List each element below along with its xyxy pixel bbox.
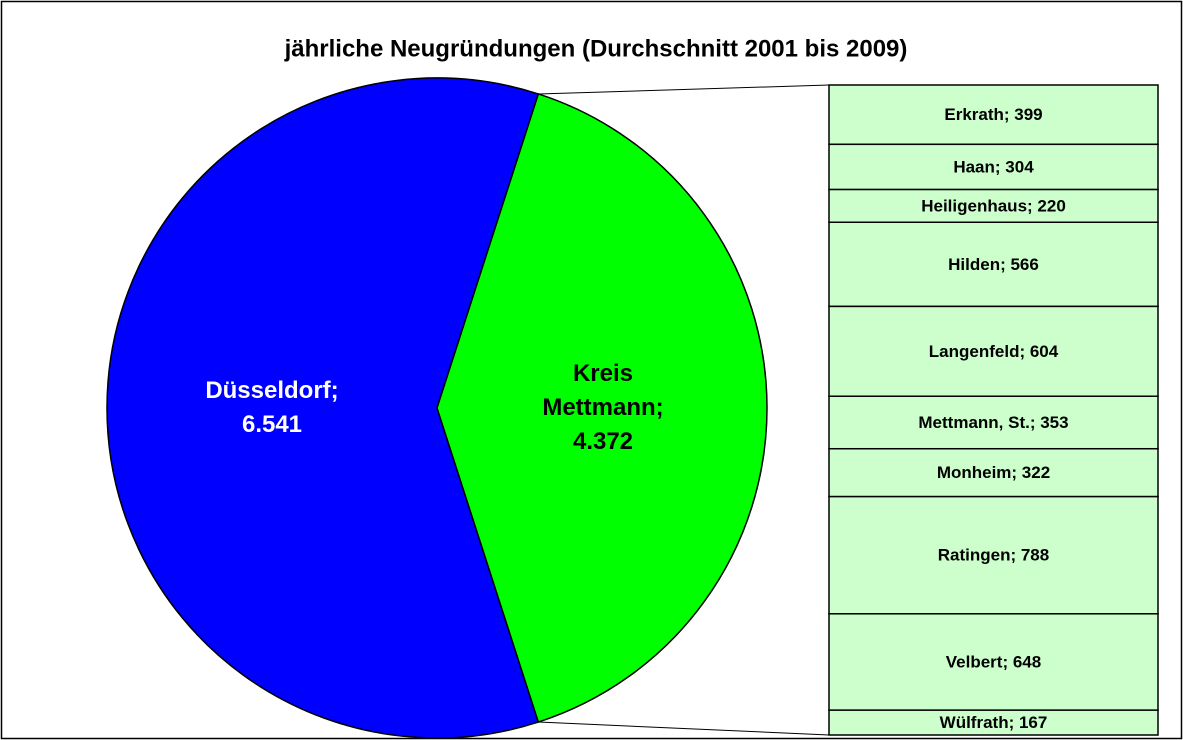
pie-slice: [436, 93, 768, 723]
bar-label: Mettmann, St.; 353: [918, 413, 1068, 432]
bar-label: Langenfeld; 604: [929, 342, 1059, 361]
bar-label: Hilden; 566: [948, 255, 1039, 274]
bar-label: Heiligenhaus; 220: [921, 196, 1066, 215]
connector-line: [538, 84, 830, 95]
bar-segment: [828, 188, 1159, 224]
bar-label: Wülfrath; 167: [940, 713, 1048, 732]
connector-line: [538, 721, 830, 736]
bar-segment: [828, 305, 1159, 397]
chart-title: jährliche Neugründungen (Durchschnitt 20…: [284, 35, 908, 62]
pie-label: Kreis Mettmann; 4.372: [542, 360, 664, 455]
pie-slice: [106, 77, 540, 739]
bar-segment: [828, 709, 1159, 736]
bar-segment: [828, 221, 1159, 308]
bar-segment: [828, 613, 1159, 711]
bar-segment: [828, 395, 1159, 450]
bar-label: Haan; 304: [953, 157, 1034, 176]
bar-label: Monheim; 322: [937, 463, 1050, 482]
bar-segment: [828, 143, 1159, 191]
bar-label: Erkrath; 399: [944, 105, 1042, 124]
bar-label: Velbert; 648: [946, 652, 1041, 671]
pie-label: Düsseldorf; 6.541: [205, 377, 339, 438]
bar-label: Ratingen; 788: [938, 546, 1049, 565]
bar-segment: [828, 447, 1159, 498]
bar-segment: [828, 84, 1159, 146]
bar-segment: [828, 495, 1159, 615]
